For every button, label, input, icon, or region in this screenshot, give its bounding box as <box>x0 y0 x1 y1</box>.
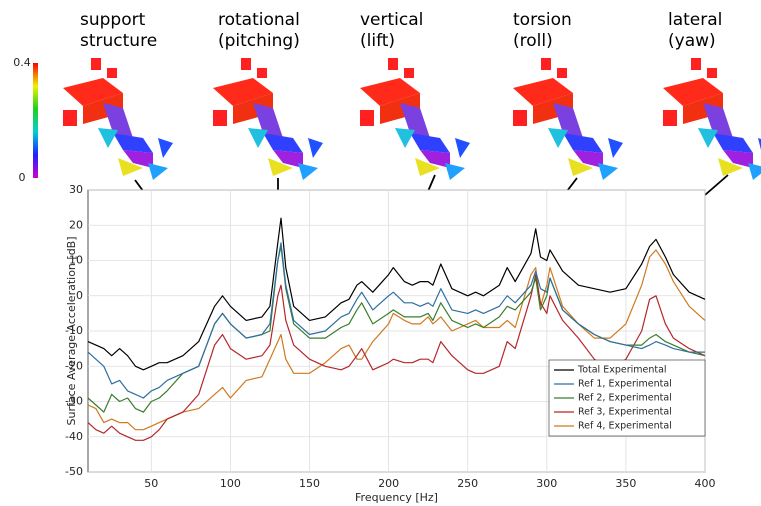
x-tick-label: 50 <box>144 477 158 490</box>
legend-label: Ref 2, Experimental <box>578 393 672 404</box>
colorbar-scale <box>33 63 38 178</box>
annotation: (pitching) <box>218 31 300 51</box>
x-tick-label: 300 <box>536 477 557 490</box>
x-tick-label: 400 <box>695 477 716 490</box>
annotation: (roll) <box>513 31 553 51</box>
y-tick-label: -40 <box>65 430 83 443</box>
legend: Total Experimental Ref 1, Experimental Ref… <box>549 360 705 436</box>
mode-shapes <box>63 58 761 180</box>
x-tick-label: 350 <box>615 477 636 490</box>
legend-label: Total Experimental <box>577 365 667 376</box>
annotation: lateral <box>668 10 722 30</box>
chart: -50-40-30-20-100102030501001502002503003… <box>0 0 761 506</box>
annotation: (lift) <box>360 31 395 51</box>
y-axis-label: Surface Average Acceleration [dB] <box>65 236 78 425</box>
mode-shape <box>663 58 761 180</box>
mode-shape <box>360 58 470 180</box>
x-tick-label: 150 <box>299 477 320 490</box>
annotation: support <box>80 10 146 30</box>
mode-shape <box>213 58 323 180</box>
legend-label: Ref 1, Experimental <box>578 379 672 390</box>
colorbar <box>33 63 38 178</box>
y-tick-label: -50 <box>65 465 83 478</box>
y-tick-label: 20 <box>69 218 83 231</box>
mode-shape <box>63 58 173 180</box>
annotation: torsion <box>513 10 572 30</box>
y-tick-label: 30 <box>69 183 83 196</box>
annotation: rotational <box>218 10 300 30</box>
legend-label: Ref 3, Experimental <box>578 407 672 418</box>
colorbar-tick-label: 0.4 <box>13 56 31 69</box>
x-tick-label: 100 <box>220 477 241 490</box>
colorbar-tick-label: 0 <box>19 171 26 184</box>
x-tick-label: 200 <box>378 477 399 490</box>
x-axis-label: Frequency [Hz] <box>355 491 438 504</box>
annotation: (yaw) <box>668 31 716 51</box>
mode-shape <box>513 58 623 180</box>
x-tick-label: 250 <box>457 477 478 490</box>
legend-label: Ref 4, Experimental <box>578 421 672 432</box>
annotation: structure <box>80 31 157 51</box>
annotation: vertical <box>360 10 423 30</box>
